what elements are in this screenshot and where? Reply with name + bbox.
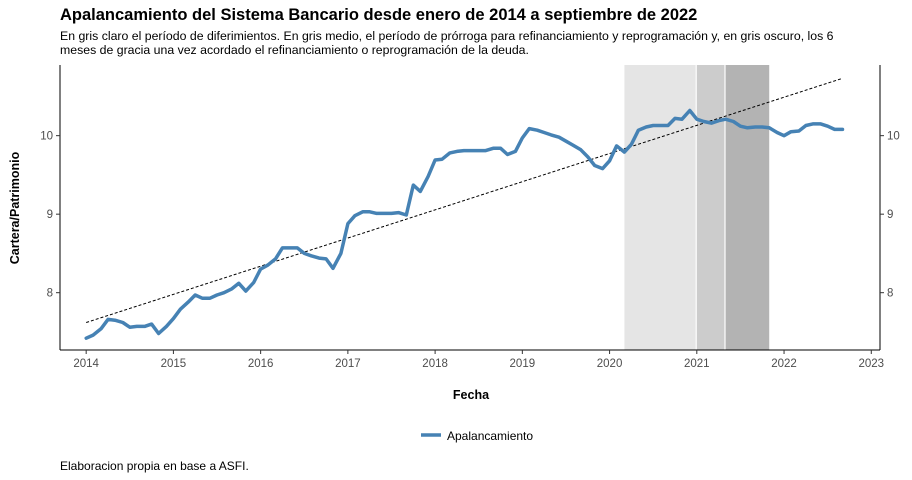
chart-subtitle: En gris claro el período de diferimiento… <box>60 29 834 57</box>
legend: Apalancamiento <box>421 429 533 443</box>
shaded-period-3 <box>725 65 770 350</box>
series-group <box>84 108 845 340</box>
x-tick-label: 2014 <box>73 358 99 370</box>
chart-caption: Elaboracion propia en base a ASFI. <box>60 459 249 473</box>
y-tick-label-left: 8 <box>47 288 53 300</box>
shaded-period-1 <box>624 65 696 350</box>
y-tick-label-left: 10 <box>40 131 53 143</box>
x-tick-label: 2020 <box>597 358 623 370</box>
x-tick-label: 2018 <box>422 358 448 370</box>
x-tick-label: 2015 <box>161 358 187 370</box>
x-axis-title: Fecha <box>453 388 490 402</box>
shaded-period-2 <box>696 65 725 350</box>
y-tick-label-right: 9 <box>887 209 893 221</box>
y-axis-title: Cartera/Patrimonio <box>8 151 22 264</box>
y-tick-label-left: 9 <box>47 209 53 221</box>
x-tick-label: 2021 <box>684 358 710 370</box>
x-tick-label: 2016 <box>248 358 274 370</box>
x-tick-label: 2022 <box>771 358 797 370</box>
legend-label-apalancamiento: Apalancamiento <box>447 429 533 443</box>
y-tick-label-right: 8 <box>887 288 893 300</box>
x-tick-label: 2017 <box>335 358 361 370</box>
shaded-periods <box>624 65 770 350</box>
x-tick-label: 2019 <box>510 358 536 370</box>
trend-line <box>86 77 843 323</box>
x-tick-label: 2023 <box>858 358 884 370</box>
trend-line-group <box>86 77 843 323</box>
series-line-0 <box>84 108 845 340</box>
axes-group: 2014 2015 2016 2017 2018 2019 2020 2021 2022 2023… <box>40 65 900 370</box>
y-tick-label-right: 10 <box>887 131 900 143</box>
chart-title: Apalancamiento del Sistema Bancario desd… <box>60 6 698 24</box>
